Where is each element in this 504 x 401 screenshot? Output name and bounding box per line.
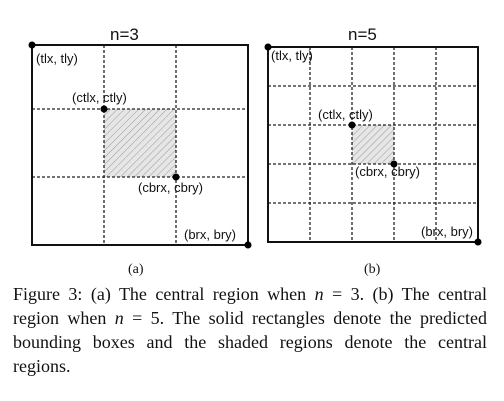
panel-a-central-region [104, 109, 176, 177]
panel-a-title: n=3 [110, 25, 139, 44]
panel-b: n=5 (tlx, tly) (ctlx, ctly) (cbrx, cbry)… [264, 25, 482, 277]
panel-a-cbr-point [172, 173, 180, 181]
panel-a-bounding-box [31, 44, 249, 246]
panel-b-tl-label: (tlx, tly) [271, 48, 313, 63]
panel-a-br-point [244, 241, 252, 249]
panel-b-br-label: (brx, bry) [421, 224, 473, 239]
panel-b-sublabel: (b) [364, 262, 381, 277]
panel-b-ctl-point [348, 121, 356, 129]
panel-b-tl-point [264, 43, 272, 51]
panel-a-tl-label: (tlx, tly) [36, 51, 78, 66]
panel-a-ctl-label: (ctlx, ctly) [72, 90, 127, 105]
panel-b-ctl-label: (ctlx, ctly) [318, 107, 373, 122]
caption-text-3: = 5. The solid rectangles denote the pre… [13, 308, 487, 376]
caption-text-1: Figure 3: (a) The central region when [13, 284, 315, 304]
caption-math-n-1: n [314, 284, 324, 304]
panel-a: n=3 (tlx, tly) (ctlx, ctly) (cbrx, cbry)… [28, 25, 252, 277]
panel-b-title: n=5 [348, 25, 377, 44]
panel-b-bounding-box [267, 46, 479, 243]
figure: n=3 (tlx, tly) (ctlx, ctly) (cbrx, cbry)… [28, 25, 482, 277]
figure-caption: Figure 3: (a) The central region when n … [13, 282, 487, 378]
panel-a-br-label: (brx, bry) [184, 227, 236, 242]
panel-b-cbr-point [390, 160, 398, 168]
panel-a-cbr-label: (cbrx, cbry) [138, 180, 203, 195]
panel-a-sublabel: (a) [128, 262, 144, 277]
panel-a-tl-point [28, 41, 36, 49]
caption-text-2: = 3. (b) The central region when [13, 284, 487, 328]
panel-b-central-region [352, 125, 394, 164]
panel-a-ctl-point [100, 105, 108, 113]
panel-b-cbr-label: (cbrx, cbry) [355, 164, 420, 179]
panel-b-br-point [474, 238, 482, 246]
caption-math-n-2: n [114, 308, 124, 328]
